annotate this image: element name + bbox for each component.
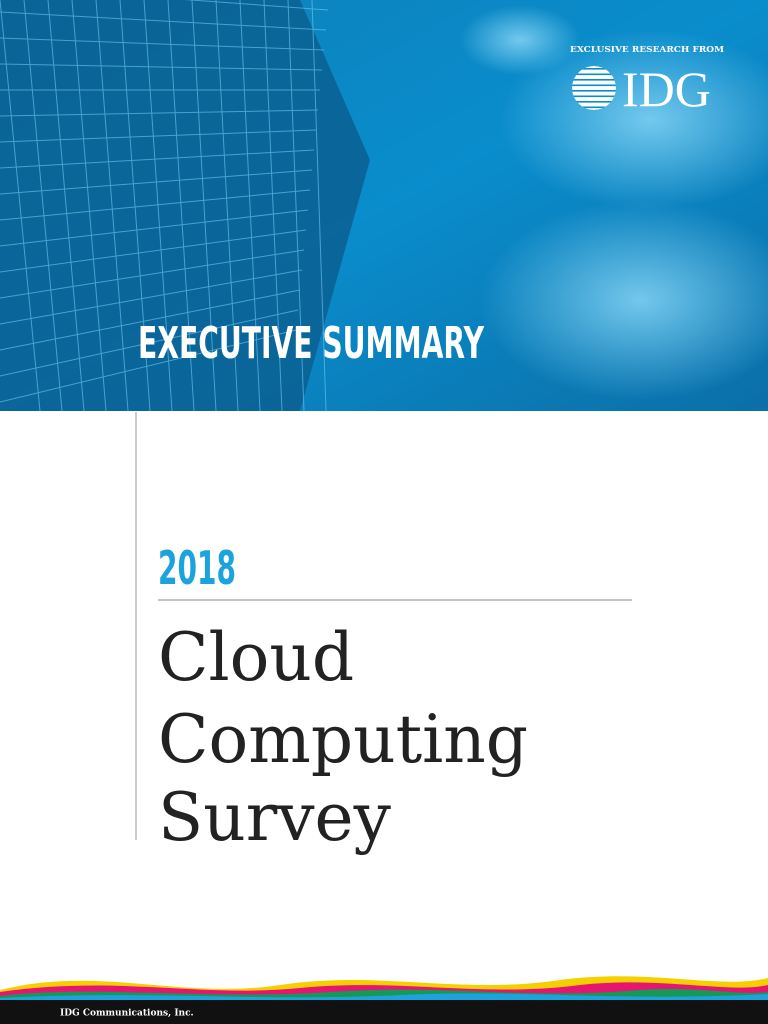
- facade-line: [119, 0, 151, 412]
- facade-line: [0, 229, 307, 273]
- facade-line: [0, 329, 297, 403]
- year: 2018: [158, 541, 236, 595]
- title-line: Survey: [158, 779, 392, 856]
- facade-line: [263, 0, 283, 412]
- facade-line: [215, 0, 239, 412]
- facade-line: [0, 11, 327, 31]
- facade-line: [167, 0, 195, 412]
- facade-line: [0, 0, 41, 412]
- logo-stripe: [572, 90, 616, 92]
- cloud: [460, 5, 580, 75]
- facade-line: [47, 0, 85, 412]
- facade-line: [0, 129, 317, 143]
- facade-line: [287, 0, 305, 412]
- facade-line: [0, 309, 299, 377]
- title-line: Cloud: [158, 619, 354, 696]
- facade-line: [23, 0, 63, 412]
- logo-stripe: [572, 84, 616, 87]
- title-line: Computing: [158, 701, 528, 778]
- facade-line: [0, 37, 325, 51]
- facade-line: [239, 0, 261, 412]
- building-grid: [0, 0, 329, 412]
- facade-line: [0, 189, 311, 221]
- logo-mark: [572, 66, 616, 110]
- logo-stripe: [572, 79, 616, 81]
- header-label: EXECUTIVE SUMMARY: [138, 318, 485, 369]
- facade-line: [95, 0, 129, 412]
- logo-stripe: [572, 101, 616, 103]
- cloud: [500, 30, 768, 210]
- logo-stripe: [572, 95, 616, 98]
- facade-line: [311, 0, 327, 412]
- facade-line: [71, 0, 107, 412]
- logo-stripe: [572, 73, 616, 76]
- footer-bar: [0, 1000, 768, 1024]
- facade-line: [191, 0, 217, 412]
- logo: IDG: [622, 61, 711, 117]
- kicker: EXCLUSIVE RESEARCH FROM: [570, 45, 725, 55]
- facade-line: [0, 149, 315, 169]
- facade-line: [143, 0, 173, 412]
- publisher: IDG Communications, Inc.: [60, 1009, 194, 1019]
- facade-line: [0, 109, 319, 117]
- logo-stripe: [572, 106, 616, 109]
- facade-line: [184, 0, 329, 11]
- facade-line: [0, 289, 301, 351]
- cloud: [480, 200, 768, 400]
- logo-stripe: [572, 68, 616, 70]
- facade-line: [0, 269, 303, 325]
- facade-line: [0, 209, 309, 247]
